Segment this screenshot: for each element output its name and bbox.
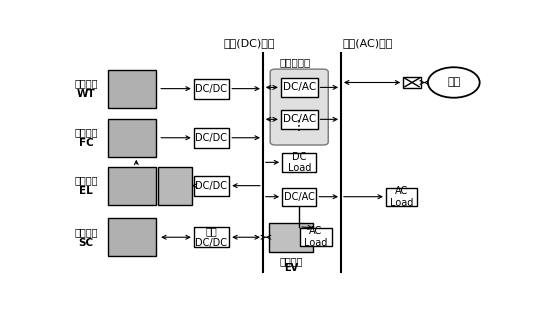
Text: DC/DC: DC/DC bbox=[196, 84, 227, 94]
Text: DC/AC: DC/AC bbox=[282, 82, 316, 93]
Text: AC
Load: AC Load bbox=[304, 226, 328, 248]
Text: 储能装置: 储能装置 bbox=[74, 227, 98, 237]
FancyBboxPatch shape bbox=[270, 69, 328, 145]
Text: 电动汽车: 电动汽车 bbox=[279, 256, 302, 266]
Text: ⋮: ⋮ bbox=[292, 119, 306, 133]
Text: 电网: 电网 bbox=[447, 78, 460, 87]
FancyBboxPatch shape bbox=[281, 110, 317, 129]
FancyBboxPatch shape bbox=[300, 228, 331, 247]
FancyBboxPatch shape bbox=[158, 167, 192, 205]
FancyBboxPatch shape bbox=[282, 188, 316, 206]
FancyBboxPatch shape bbox=[108, 218, 156, 256]
FancyBboxPatch shape bbox=[282, 153, 316, 172]
Text: DC
Load: DC Load bbox=[287, 152, 311, 173]
Text: WT: WT bbox=[77, 89, 95, 99]
Text: DC/AC: DC/AC bbox=[282, 114, 316, 124]
Text: EV: EV bbox=[284, 263, 298, 273]
FancyBboxPatch shape bbox=[194, 227, 229, 247]
Text: FC: FC bbox=[79, 138, 94, 148]
Text: 接口变换器: 接口变换器 bbox=[279, 57, 310, 67]
Text: 风力发电: 风力发电 bbox=[74, 78, 98, 88]
FancyBboxPatch shape bbox=[194, 128, 229, 148]
FancyBboxPatch shape bbox=[108, 119, 156, 157]
Text: 双向
DC/DC: 双向 DC/DC bbox=[196, 226, 227, 248]
FancyBboxPatch shape bbox=[194, 175, 229, 196]
FancyBboxPatch shape bbox=[108, 70, 156, 108]
FancyBboxPatch shape bbox=[269, 223, 313, 252]
Text: 直流(DC)母线: 直流(DC)母线 bbox=[223, 38, 275, 48]
Text: 燃料电池: 燃料电池 bbox=[74, 127, 98, 137]
FancyBboxPatch shape bbox=[108, 167, 156, 205]
Text: DC/AC: DC/AC bbox=[284, 192, 315, 202]
Text: DC/DC: DC/DC bbox=[196, 181, 227, 191]
FancyBboxPatch shape bbox=[194, 78, 229, 99]
Text: AC
Load: AC Load bbox=[390, 186, 413, 208]
Text: 电解制氢: 电解制氢 bbox=[74, 175, 98, 185]
Text: DC/DC: DC/DC bbox=[196, 133, 227, 143]
Text: EL: EL bbox=[79, 186, 93, 196]
FancyBboxPatch shape bbox=[403, 77, 421, 88]
Text: SC: SC bbox=[79, 238, 94, 248]
FancyBboxPatch shape bbox=[386, 188, 417, 206]
FancyBboxPatch shape bbox=[281, 78, 317, 97]
Text: 交流(AC)母线: 交流(AC)母线 bbox=[343, 38, 393, 48]
